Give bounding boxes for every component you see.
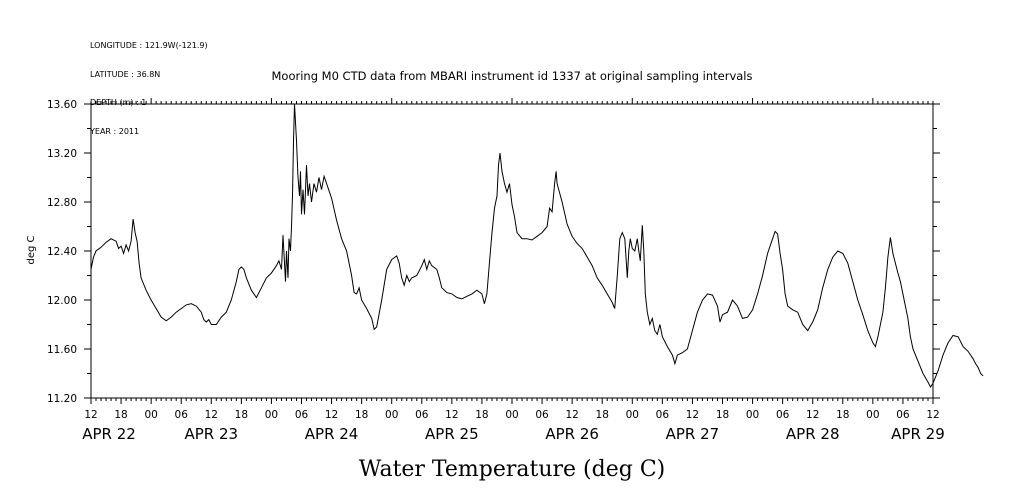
y-axis-label: deg C <box>26 235 37 264</box>
y-tick-label: 11.60 <box>47 344 77 356</box>
x-hour-label: 18 <box>235 409 248 421</box>
x-hour-label: 00 <box>265 409 278 421</box>
y-tick-label: 12.00 <box>47 295 77 307</box>
x-hour-label: 00 <box>144 409 157 421</box>
y-tick-label: 12.80 <box>47 197 77 209</box>
x-hour-label: 12 <box>84 409 97 421</box>
x-hour-label: 12 <box>926 409 939 421</box>
x-day-label: APR 28 <box>786 425 840 443</box>
x-hour-label: 06 <box>535 409 549 421</box>
x-axis-label: Water Temperature (deg C) <box>359 457 666 482</box>
chart-title: Mooring M0 CTD data from MBARI instrumen… <box>272 69 753 83</box>
y-tick-label: 13.60 <box>47 99 77 111</box>
x-day-label: APR 22 <box>82 425 136 443</box>
latitude-label: LATITUDE : 36.8N <box>90 69 161 79</box>
plot-frame <box>90 103 934 399</box>
x-hour-label: 00 <box>866 409 879 421</box>
x-day-label: APR 25 <box>425 425 479 443</box>
x-tick-labels: 12 18 00 06 12 18 00 06 12 18 00 06 12 18 00 06 12 18 00 06… <box>82 409 945 443</box>
x-hour-label: 06 <box>656 409 670 421</box>
y-tick-label: 11.20 <box>47 393 77 405</box>
axis-ticks <box>84 98 940 404</box>
x-hour-label: 06 <box>415 409 429 421</box>
x-day-label: APR 26 <box>545 425 599 443</box>
temperature-series-line <box>90 103 984 388</box>
x-hour-label: 12 <box>806 409 819 421</box>
y-tick-labels: 11.20 11.60 12.00 12.40 12.80 13.20 13.60 <box>47 99 77 405</box>
longitude-label: LONGITUDE : 121.9W(-121.9) <box>90 41 208 50</box>
x-hour-label: 12 <box>205 409 218 421</box>
x-hour-label: 18 <box>114 409 127 421</box>
x-hour-label: 06 <box>175 409 189 421</box>
y-tick-label: 12.40 <box>47 246 77 258</box>
y-tick-label: 13.20 <box>47 148 77 160</box>
x-day-label: APR 23 <box>184 425 238 443</box>
x-hour-label: 12 <box>325 409 338 421</box>
x-hour-label: 12 <box>565 409 578 421</box>
x-hour-label: 18 <box>716 409 729 421</box>
x-hour-label: 18 <box>836 409 849 421</box>
year-label: YEAR : 2011 <box>90 126 140 136</box>
x-day-label: APR 24 <box>305 425 359 443</box>
x-hour-label: 18 <box>475 409 488 421</box>
x-hour-label: 06 <box>776 409 790 421</box>
x-hour-label: 06 <box>295 409 309 421</box>
x-hour-label: 12 <box>445 409 458 421</box>
x-day-label: APR 27 <box>666 425 720 443</box>
x-hour-label: 00 <box>746 409 759 421</box>
x-hour-label: 18 <box>596 409 609 421</box>
x-day-label: APR 29 <box>891 425 945 443</box>
x-hour-label: 00 <box>505 409 518 421</box>
x-hour-label: 18 <box>355 409 368 421</box>
x-hour-label: 06 <box>896 409 910 421</box>
x-hour-label: 00 <box>626 409 639 421</box>
x-hour-label: 00 <box>385 409 398 421</box>
x-hour-label: 12 <box>686 409 699 421</box>
